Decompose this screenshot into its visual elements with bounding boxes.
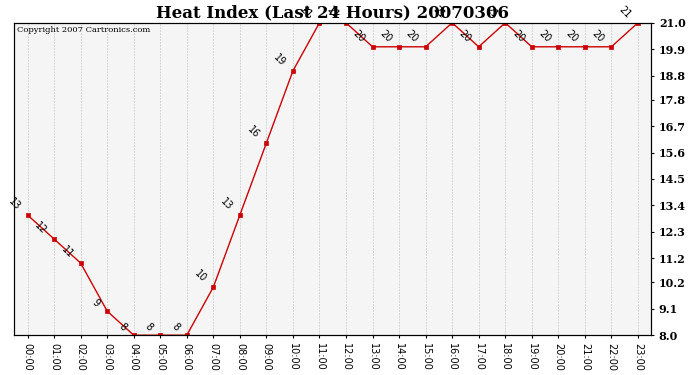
Text: 11: 11 xyxy=(59,244,75,260)
Text: 21: 21 xyxy=(325,4,340,20)
Text: 20: 20 xyxy=(377,28,393,44)
Text: 9: 9 xyxy=(90,297,101,308)
Text: 20: 20 xyxy=(351,28,367,44)
Text: 8: 8 xyxy=(170,321,181,332)
Text: 20: 20 xyxy=(457,28,473,44)
Text: 21: 21 xyxy=(298,4,314,20)
Text: 12: 12 xyxy=(32,220,48,236)
Text: 20: 20 xyxy=(404,28,420,44)
Text: 8: 8 xyxy=(144,321,155,332)
Text: 21: 21 xyxy=(431,4,446,20)
Text: 10: 10 xyxy=(192,268,208,284)
Text: 8: 8 xyxy=(117,321,128,332)
Title: Heat Index (Last 24 Hours) 20070306: Heat Index (Last 24 Hours) 20070306 xyxy=(156,4,509,21)
Text: 20: 20 xyxy=(537,28,553,44)
Text: 19: 19 xyxy=(272,53,288,68)
Text: 21: 21 xyxy=(484,4,500,20)
Text: 13: 13 xyxy=(219,196,235,212)
Text: 21: 21 xyxy=(617,4,632,20)
Text: 20: 20 xyxy=(564,28,580,44)
Text: Copyright 2007 Cartronics.com: Copyright 2007 Cartronics.com xyxy=(17,26,150,34)
Text: 16: 16 xyxy=(245,124,261,140)
Text: 13: 13 xyxy=(6,196,22,212)
Text: 20: 20 xyxy=(590,28,606,44)
Text: 20: 20 xyxy=(511,28,526,44)
